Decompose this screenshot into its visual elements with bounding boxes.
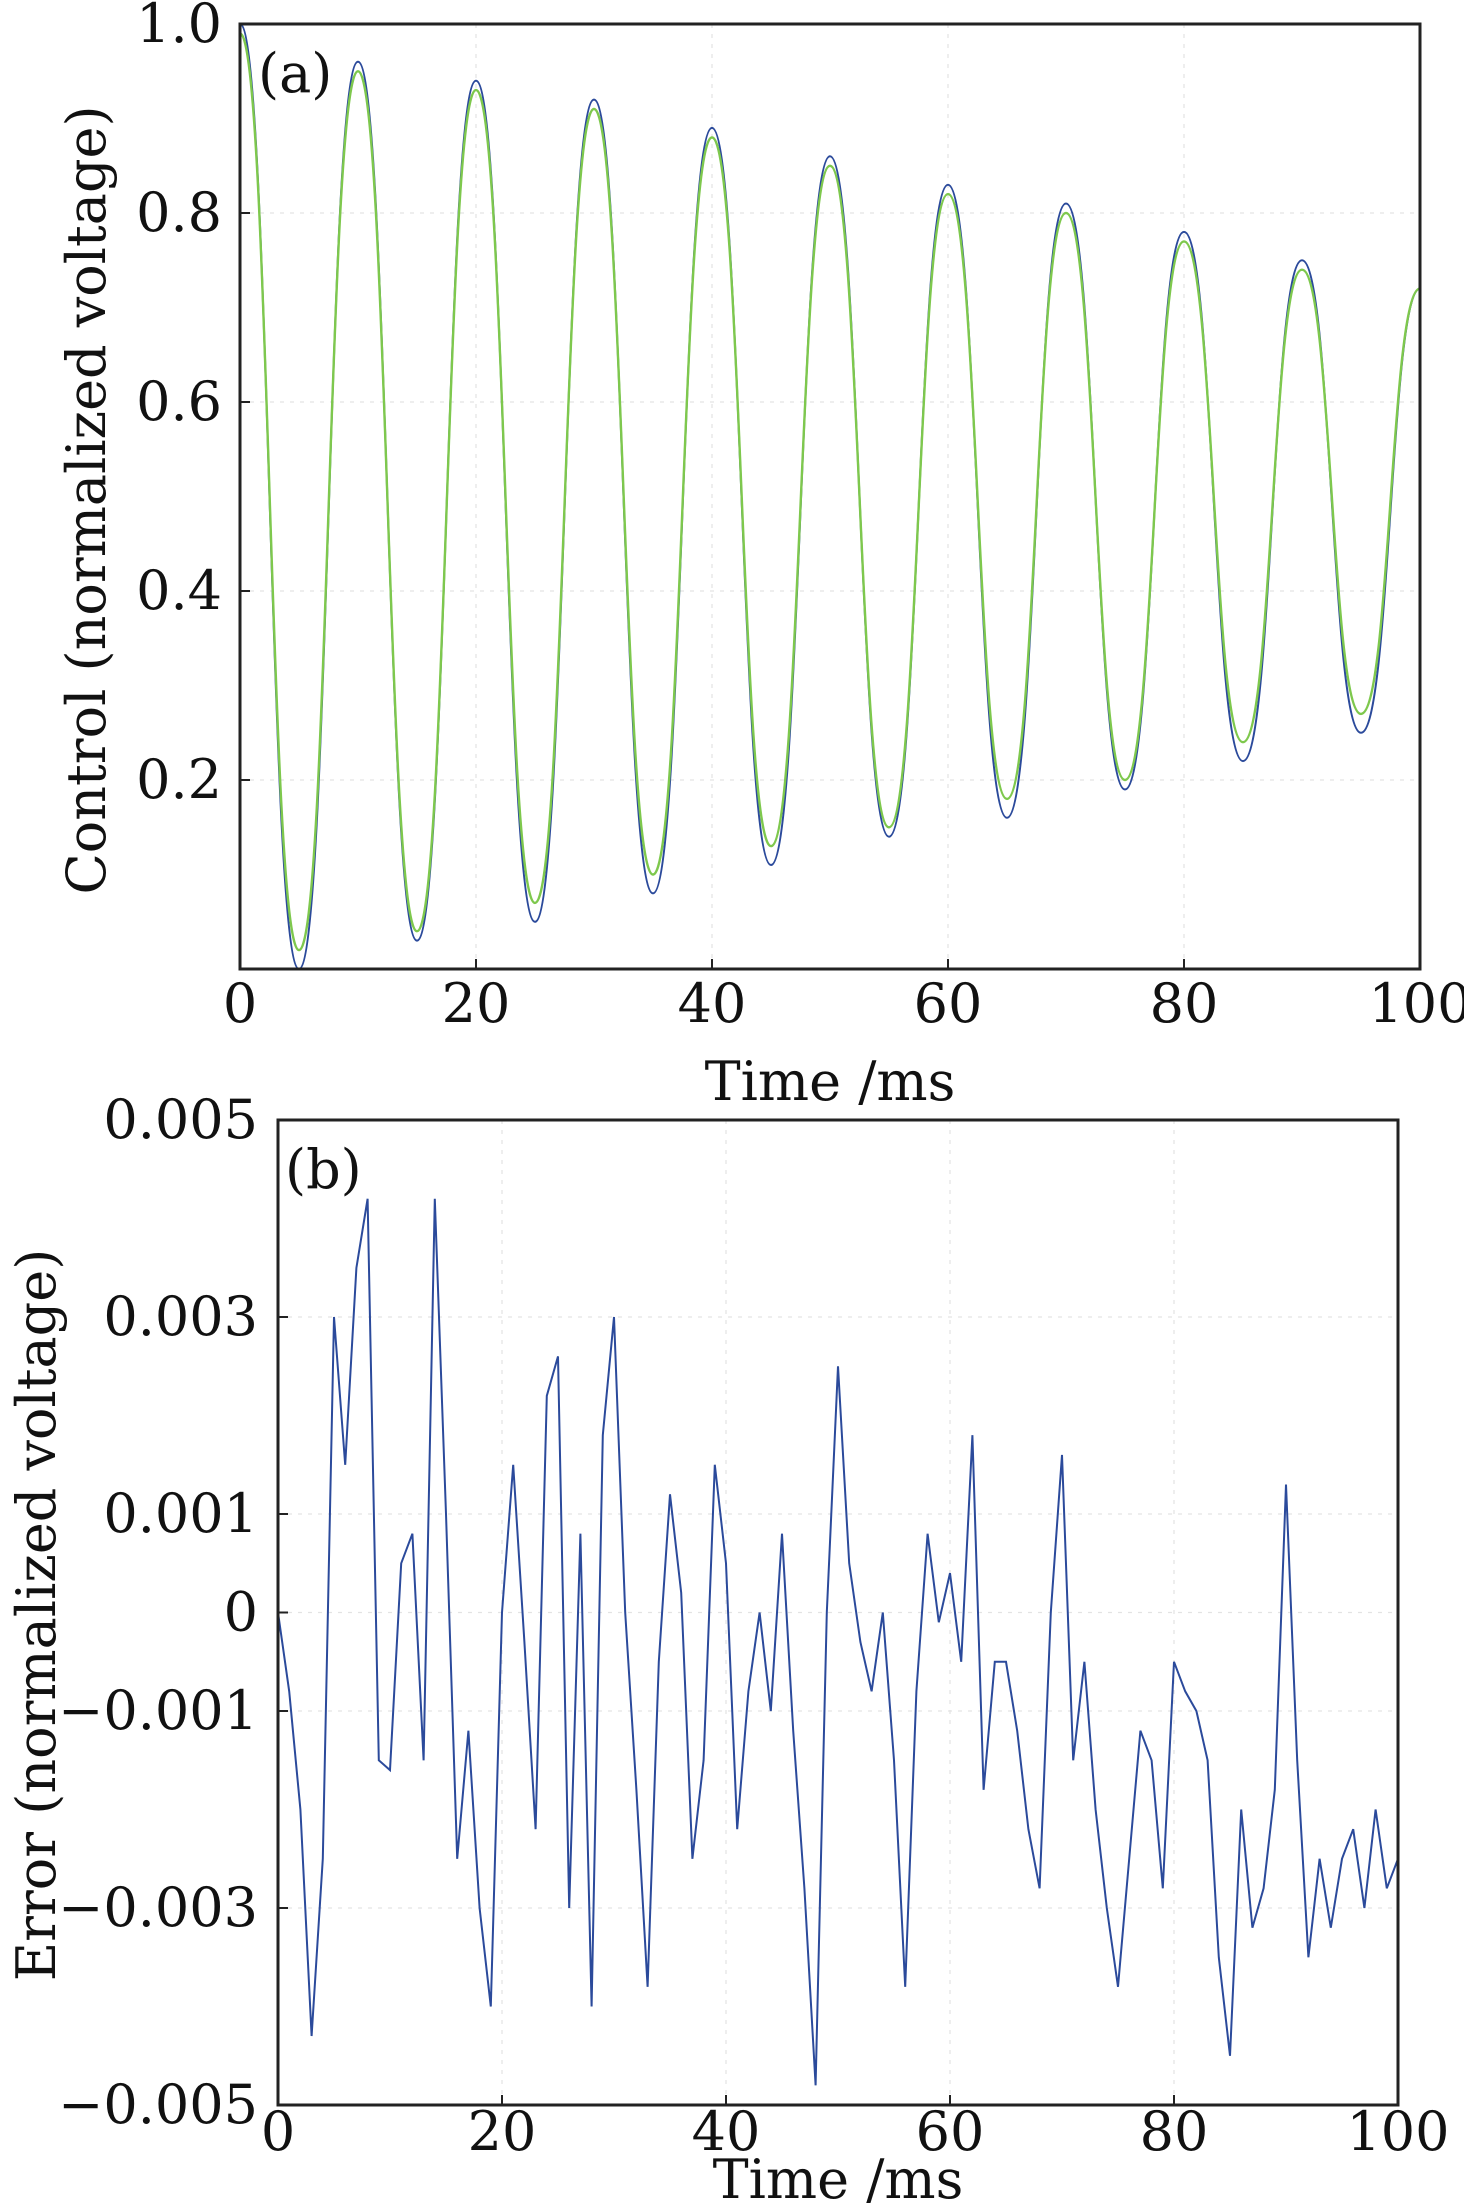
x-tick-label: 20 xyxy=(468,2100,537,2163)
x-tick-label: 60 xyxy=(916,2100,985,2163)
panel-b-label: (b) xyxy=(285,1138,362,1201)
x-tick-label: 60 xyxy=(914,972,983,1035)
y-tick-label: 0.003 xyxy=(103,1285,258,1348)
x-tick-label: 20 xyxy=(442,972,511,1035)
series-line xyxy=(239,23,1421,971)
x-tick-label: 40 xyxy=(678,972,747,1035)
y-tick-label: 1.0 xyxy=(136,0,222,55)
panel-b-chart: 0 20 40 60 80 100 0.005 0.003 0.001 0 −0.001 −0.003… xyxy=(5,1088,1450,2208)
x-tick-label: 100 xyxy=(1368,972,1464,1035)
series-line xyxy=(277,1198,1399,2086)
panel-a-series xyxy=(238,23,1421,971)
y-tick-label: 0.6 xyxy=(136,370,222,433)
panel-a-x-axis-label: Time /ms xyxy=(705,1050,956,1113)
panel-b-frame xyxy=(276,1118,1400,2107)
panel-a-ticks: 0 20 40 60 80 100 0.2 0.4 0.6 0.8 1.0 xyxy=(136,0,1464,1035)
y-tick-label: −0.003 xyxy=(58,1876,258,1939)
y-tick-label: 0 xyxy=(224,1581,258,1644)
panel-a-y-axis-label: Control (normalized voltage) xyxy=(55,105,118,894)
y-tick-label: 0.2 xyxy=(136,748,222,811)
panel-a-chart: 0 20 40 60 80 100 0.2 0.4 0.6 0.8 1.0 (a) Time /ms… xyxy=(55,0,1464,1113)
series-line xyxy=(238,32,1421,952)
x-tick-label: 0 xyxy=(261,2100,295,2163)
panel-b-x-axis-label: Time /ms xyxy=(713,2148,964,2208)
y-tick-label: 0.4 xyxy=(136,559,222,622)
y-tick-label: 0.001 xyxy=(103,1482,258,1545)
y-tick-label: −0.005 xyxy=(58,2073,258,2136)
panel-b-ticks: 0 20 40 60 80 100 0.005 0.003 0.001 0 −0.001 −0.003… xyxy=(58,1088,1449,2163)
panel-a-label: (a) xyxy=(258,42,332,105)
panel-a-frame xyxy=(238,22,1422,971)
x-tick-label: 40 xyxy=(692,2100,761,2163)
x-tick-label: 0 xyxy=(223,972,257,1035)
y-tick-label: 0.005 xyxy=(103,1088,258,1151)
x-tick-label: 80 xyxy=(1140,2100,1209,2163)
panel-b-grid xyxy=(278,1120,1398,2105)
y-tick-label: 0.8 xyxy=(136,181,222,244)
y-tick-label: −0.001 xyxy=(58,1679,258,1742)
panel-b-y-axis-label: Error (normalized voltage) xyxy=(5,1249,68,1982)
x-tick-label: 80 xyxy=(1150,972,1219,1035)
panel-a-grid xyxy=(240,24,1420,969)
panel-b-series xyxy=(277,1198,1399,2086)
x-tick-label: 100 xyxy=(1346,2100,1449,2163)
